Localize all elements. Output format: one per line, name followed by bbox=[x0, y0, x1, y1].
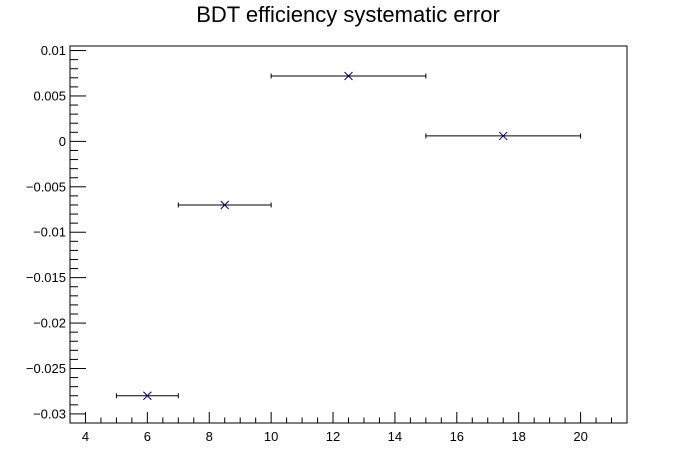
y-tick-label: −0.015 bbox=[26, 270, 66, 285]
x-tick-label: 8 bbox=[206, 429, 213, 444]
y-tick-label: −0.01 bbox=[33, 225, 66, 240]
y-tick-label: −0.02 bbox=[33, 316, 66, 331]
y-tick-label: −0.025 bbox=[26, 361, 66, 376]
y-axis: −0.03 −0.025 −0.02 −0.015 −0.01 −0.005 0 0.005 0… bbox=[26, 43, 86, 424]
y-tick-label: 0.01 bbox=[41, 43, 66, 58]
y-tick-label: 0 bbox=[59, 134, 66, 149]
data-series bbox=[115, 71, 582, 401]
x-tick-label: 6 bbox=[144, 429, 151, 444]
x-tick-label: 20 bbox=[573, 429, 587, 444]
x-marker bbox=[220, 200, 230, 210]
x-tick-label: 14 bbox=[388, 429, 402, 444]
data-point bbox=[177, 200, 272, 210]
x-tick-label: 12 bbox=[326, 429, 340, 444]
x-tick-label: 4 bbox=[82, 429, 89, 444]
data-point bbox=[270, 71, 427, 81]
data-point bbox=[425, 131, 582, 141]
x-tick-label: 18 bbox=[511, 429, 525, 444]
y-tick-label: −0.005 bbox=[26, 179, 66, 194]
x-marker bbox=[143, 391, 152, 401]
plot-frame bbox=[69, 45, 628, 424]
data-point bbox=[115, 391, 179, 401]
y-tick-label: −0.03 bbox=[33, 406, 66, 421]
x-axis: 4 6 8 10 12 14 16 18 20 bbox=[69, 412, 628, 444]
chart-title: BDT efficiency systematic error bbox=[196, 2, 500, 27]
x-marker bbox=[344, 71, 353, 81]
x-tick-label: 16 bbox=[450, 429, 464, 444]
x-marker bbox=[498, 131, 508, 141]
x-tick-label: 10 bbox=[264, 429, 278, 444]
y-tick-label: 0.005 bbox=[33, 88, 66, 103]
